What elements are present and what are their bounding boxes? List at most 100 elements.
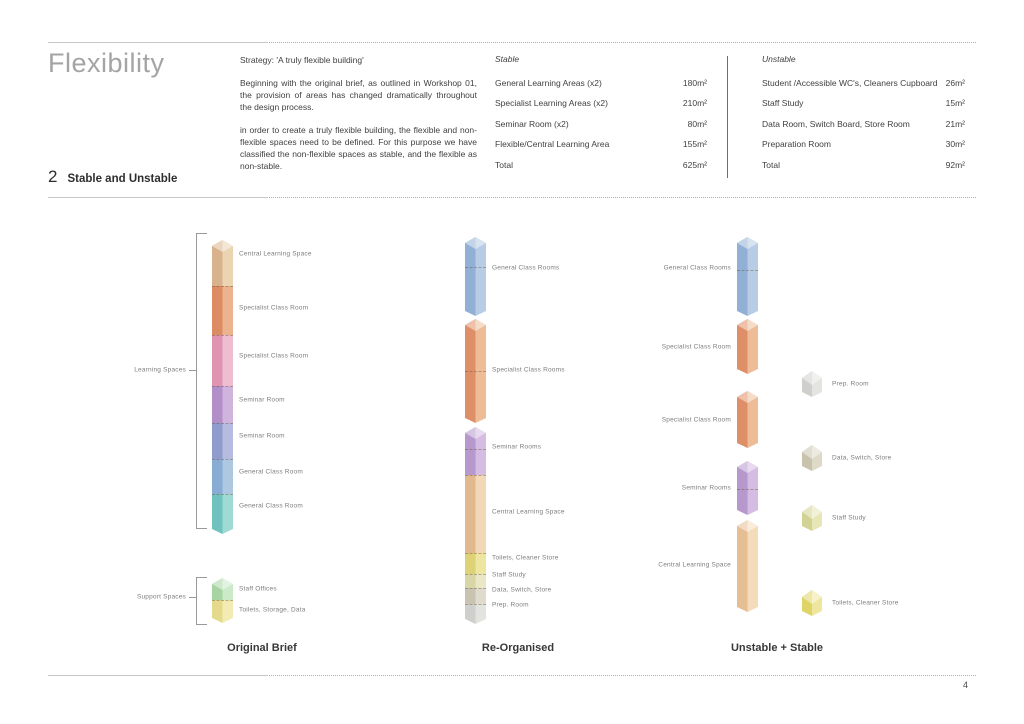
row-value: 26m²	[945, 77, 965, 88]
bracket-stub	[189, 597, 196, 598]
room-cube	[802, 590, 822, 616]
intro-paragraph-2: in order to create a truly flexible buil…	[240, 125, 477, 172]
row-value: 92m²	[945, 159, 965, 170]
row-label: Staff Study	[762, 98, 804, 108]
block-label: Specialist Class Room	[239, 304, 309, 312]
block-label: Central Learning Space	[492, 508, 565, 516]
block-label: Specialist Class Room	[239, 352, 309, 360]
row-value: 15m²	[945, 98, 965, 108]
room-block	[465, 553, 486, 574]
room-block	[465, 475, 486, 553]
bracket-stub	[189, 370, 196, 371]
block-label: Central Learning Space	[658, 561, 731, 569]
strategy-line: Strategy: 'A truly flexible building'	[240, 55, 364, 65]
room-block	[465, 427, 486, 449]
header-divider-rule	[48, 197, 976, 198]
bracket	[196, 577, 207, 625]
table-divider	[727, 56, 728, 178]
table-row: Specialist Learning Areas (x2) 210m²	[495, 98, 707, 108]
row-label: Total	[495, 159, 513, 170]
room-block	[737, 520, 758, 612]
row-value: 155m²	[682, 139, 707, 149]
room-block	[465, 449, 486, 475]
row-label: Total	[762, 159, 780, 170]
top-rule-solid	[48, 42, 268, 43]
tower-caption: Original Brief	[227, 642, 297, 654]
block-label: General Class Rooms	[663, 264, 731, 272]
block-label: General Class Room	[239, 468, 303, 476]
table-row: Total 92m²	[762, 160, 965, 170]
room-block	[465, 574, 486, 588]
bracket	[196, 233, 207, 529]
room-block	[737, 391, 758, 448]
room-block	[737, 237, 758, 270]
block-label: Prep. Room	[492, 601, 529, 609]
row-label: Preparation Room	[762, 139, 831, 149]
row-label: General Learning Areas (x2)	[495, 77, 602, 88]
room-block	[212, 600, 233, 623]
bottom-rule	[48, 675, 976, 676]
table-row: Preparation Room 30m²	[762, 139, 965, 149]
row-label: Flexible/Central Learning Area	[495, 139, 610, 149]
room-block	[465, 267, 486, 316]
table-row: Seminar Room (x2) 80m²	[495, 119, 707, 129]
block-label: Central Learning Space	[239, 250, 312, 258]
row-value: 210m²	[682, 98, 707, 108]
page-number: 4	[963, 680, 969, 690]
tower-original-brief: Central Learning Space Specialist Class R…	[212, 240, 312, 534]
cube-label: Toilets, Cleaner Store	[832, 599, 899, 607]
cube-label: Staff Study	[832, 514, 866, 522]
room-cube	[802, 445, 822, 471]
block-label: Specialist Class Room	[661, 416, 731, 424]
block-label: Toilets, Storage, Data	[239, 606, 306, 614]
row-value: 21m²	[945, 118, 965, 129]
room-block	[212, 459, 233, 494]
table-row: Student /Accessible WC's, Cleaners Cupbo…	[762, 78, 965, 88]
bottom-rule-solid	[48, 675, 268, 676]
table-row: Flexible/Central Learning Area 155m²	[495, 139, 707, 149]
row-value: 30m²	[945, 139, 965, 149]
block-label: General Class Room	[239, 502, 303, 510]
block-label: Seminar Room	[239, 396, 285, 404]
table-row: Data Room, Switch Board, Store Room 21m²	[762, 119, 965, 129]
intro-paragraph-1: Beginning with the original brief, as ou…	[240, 78, 477, 113]
tower-caption: Re-Organised	[481, 642, 555, 654]
block-label: Seminar Rooms	[492, 443, 542, 451]
block-label: Seminar Rooms	[681, 484, 731, 492]
row-value: 180m²	[682, 77, 707, 88]
room-block	[212, 423, 233, 459]
room-block	[737, 461, 758, 489]
row-label: Data Room, Switch Board, Store Room	[762, 118, 910, 129]
stable-table-title: Stable	[495, 54, 520, 64]
section-number: 2	[48, 167, 58, 186]
block-label: Toilets, Cleaner Store	[492, 554, 559, 562]
room-block	[212, 578, 233, 600]
table-row: Staff Study 15m²	[762, 98, 965, 108]
section-heading: 2 Stable and Unstable	[48, 167, 177, 187]
room-block	[465, 371, 486, 423]
intro-text: Strategy: 'A truly flexible building' Be…	[240, 54, 477, 184]
block-label: Specialist Class Rooms	[492, 366, 565, 374]
room-block	[465, 604, 486, 624]
tower-caption: Unstable + Stable	[730, 642, 824, 654]
unstable-table: Unstable Student /Accessible WC's, Cleane…	[762, 54, 965, 170]
room-block	[212, 386, 233, 423]
room-block	[465, 319, 486, 371]
cube-label: Data, Switch, Store	[832, 454, 892, 462]
room-block	[465, 588, 486, 604]
unstable-table-title: Unstable	[762, 54, 796, 64]
stable-table: Stable General Learning Areas (x2) 180m² Sp…	[495, 54, 707, 170]
tower-re-organised: General Class Rooms Specialist Class Room…	[465, 237, 565, 624]
block-label: General Class Rooms	[492, 264, 560, 272]
room-block	[212, 335, 233, 386]
block-label: Data, Switch, Store	[492, 586, 552, 594]
row-value: 625m²	[682, 159, 707, 170]
room-block	[737, 489, 758, 515]
room-cube	[802, 505, 822, 531]
tower-unstable-stable: General Class Rooms Specialist Class Room…	[658, 237, 758, 612]
section-title: Stable and Unstable	[67, 173, 178, 185]
room-block	[212, 240, 233, 286]
row-value: 80m²	[687, 118, 707, 129]
page-title: Flexibility	[48, 48, 165, 78]
